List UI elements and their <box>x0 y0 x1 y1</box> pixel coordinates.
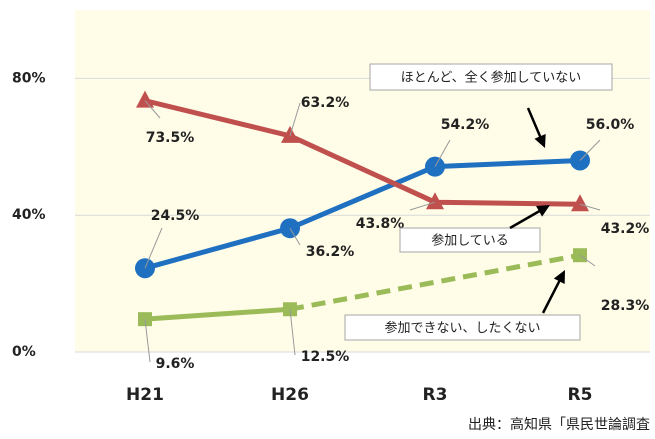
data-label: 12.5% <box>301 349 350 365</box>
data-label: 56.0% <box>586 117 635 133</box>
leader-line <box>289 227 301 246</box>
leader-line <box>579 139 601 161</box>
point <box>136 90 154 108</box>
gap-line <box>289 252 581 312</box>
data-label: 63.2% <box>301 95 350 111</box>
callout-arrow <box>526 107 543 140</box>
data-label: 24.5% <box>151 208 200 224</box>
y-tick-label: 0% <box>12 344 36 360</box>
point <box>573 248 587 263</box>
series-line <box>144 98 581 207</box>
data-label: 73.5% <box>146 130 195 146</box>
x-tick-label: R5 <box>568 385 593 405</box>
y-tick-label: 40% <box>12 207 46 223</box>
callout-arrow <box>509 208 542 230</box>
leader-line <box>579 203 601 211</box>
y-tick-label: 80% <box>12 70 46 86</box>
leader-line <box>434 139 451 167</box>
data-label: 28.3% <box>601 298 650 314</box>
leader-line <box>289 309 296 356</box>
leader-line <box>144 100 161 119</box>
plot-area <box>75 10 650 352</box>
data-label: 54.2% <box>441 117 490 133</box>
data-label: 43.8% <box>356 216 405 232</box>
callout-box <box>344 314 581 341</box>
series-line <box>144 306 291 322</box>
callout-box <box>369 63 613 91</box>
leader-line <box>144 227 163 269</box>
data-label: 9.6% <box>156 356 195 372</box>
arrow-head <box>534 134 546 148</box>
x-tick-label: H21 <box>126 385 164 405</box>
source: 出典：高知県「県民世論調査 <box>468 416 650 433</box>
x-tick-label: R3 <box>423 385 448 405</box>
legend-label: 参加できない、したくない <box>384 320 540 336</box>
legend-label: 参加している <box>431 233 509 249</box>
callout-box <box>399 227 541 253</box>
data-label: 36.2% <box>306 244 355 260</box>
point <box>426 192 444 210</box>
callout-arrow <box>541 278 562 314</box>
x-tick-label: H26 <box>271 385 309 405</box>
arrow-head <box>536 205 550 217</box>
data-label: 43.2% <box>601 221 650 237</box>
leader-line <box>579 254 596 267</box>
leader-line <box>409 201 436 211</box>
arrow-head <box>553 270 565 284</box>
series-line <box>144 157 581 271</box>
point <box>571 194 589 212</box>
leader-line <box>289 102 301 137</box>
legend-label: ほとんど、全く参加していない <box>401 70 582 86</box>
leader-line <box>144 319 151 363</box>
